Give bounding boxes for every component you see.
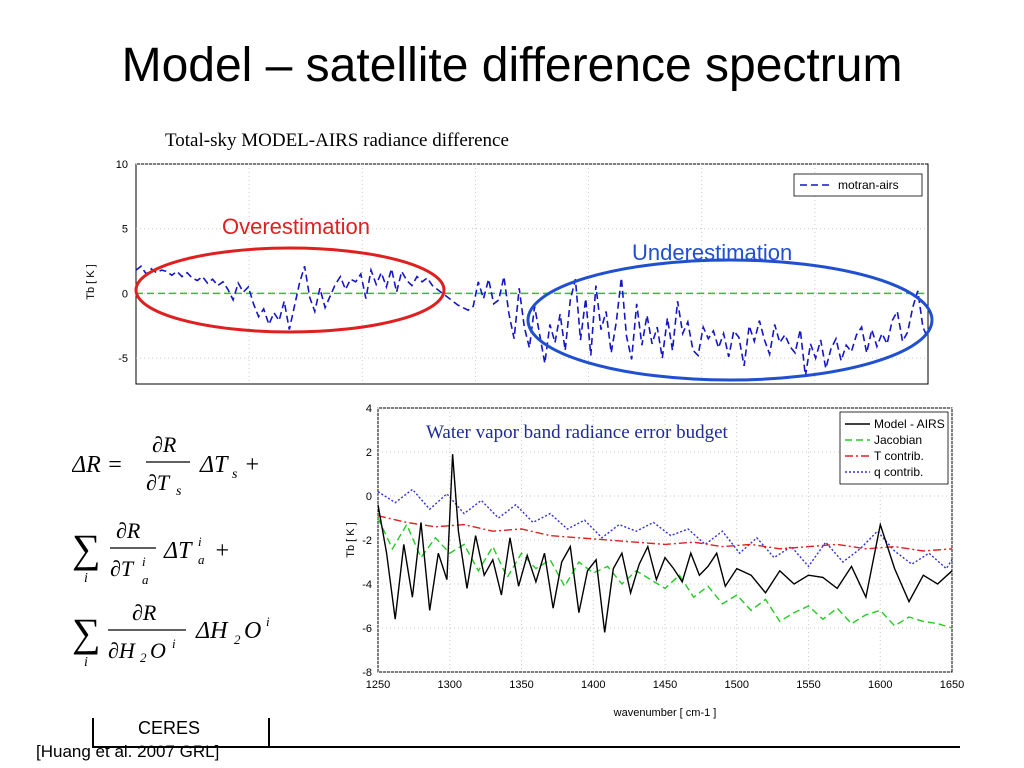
citation: [Huang et al. 2007 GRL]	[36, 742, 220, 761]
bottom-xtick-label: 1550	[796, 679, 820, 691]
svg-text:i: i	[84, 571, 88, 586]
svg-text:i: i	[172, 636, 176, 651]
svg-text:i: i	[84, 655, 88, 670]
svg-text:ΔR =: ΔR =	[72, 452, 123, 478]
footer-divider-left	[92, 718, 94, 746]
equation-line-3: ∑ i ∂R ∂H 2 O i ΔH 2 O i	[72, 600, 270, 670]
top-ytick-label: 10	[116, 159, 128, 171]
svg-text:ΔT: ΔT	[163, 538, 193, 564]
footer-divider-right	[268, 718, 270, 746]
underestimation-label: Underestimation	[632, 240, 793, 265]
top-ytick-label: 5	[122, 224, 128, 236]
bottom-legend-label: q contrib.	[874, 465, 923, 479]
bottom-series-line-1	[377, 517, 953, 629]
svg-text:+: +	[244, 452, 260, 478]
equation-line-1: ΔR = ∂R ∂T s ΔT s +	[71, 432, 260, 499]
svg-text:∂R: ∂R	[152, 432, 177, 457]
svg-text:2: 2	[234, 632, 241, 647]
svg-text:∂R: ∂R	[116, 518, 141, 543]
svg-text:s: s	[176, 484, 182, 499]
bottom-ytick-label: -4	[362, 579, 372, 591]
bottom-xtick-label: 1400	[581, 679, 605, 691]
bottom-ytick-label: -8	[362, 667, 372, 679]
ceres-label: CERES	[138, 718, 201, 738]
top-legend-label: motran-airs	[838, 178, 899, 192]
bottom-ylabel: Tb [ K ]	[345, 522, 357, 557]
equation-atmosphere-term: ∑ i ∂R ∂T i a ΔT i a +	[72, 514, 332, 594]
equation-surface-term: ΔR = ∂R ∂T s ΔT s +	[71, 430, 332, 500]
bottom-xtick-label: 1500	[725, 679, 749, 691]
svg-text:∂H: ∂H	[108, 638, 136, 663]
top-chart-panel: Total-sky MODEL-AIRS radiance difference…	[60, 120, 940, 388]
bottom-ytick-label: -2	[362, 535, 372, 547]
footer-bar	[92, 718, 962, 748]
svg-text:ΔT: ΔT	[199, 452, 229, 478]
top-chart: -5 0 5 10 Tb [ K ] motran-airs	[85, 159, 929, 385]
top-chart-title: Total-sky MODEL-AIRS radiance difference	[165, 130, 509, 151]
svg-text:∑: ∑	[72, 610, 101, 655]
bottom-series-line-0	[377, 454, 953, 633]
svg-text:a: a	[142, 572, 149, 587]
bottom-legend-label: Jacobian	[874, 433, 922, 447]
bottom-ytick-label: 4	[366, 403, 372, 415]
top-ytick-label: -5	[118, 353, 128, 365]
bottom-ytick-label: 0	[366, 491, 372, 503]
slide-title: Model – satellite difference spectrum	[121, 39, 903, 92]
svg-text:i: i	[142, 554, 146, 569]
svg-text:i: i	[266, 614, 270, 629]
bottom-xtick-label: 1250	[366, 679, 390, 691]
top-ytick-label: 0	[122, 288, 128, 300]
svg-text:s: s	[232, 467, 238, 482]
svg-text:ΔH: ΔH	[195, 618, 229, 644]
bottom-series-line-2	[377, 515, 953, 552]
svg-text:+: +	[214, 538, 230, 564]
bottom-series-line-3	[377, 488, 953, 570]
svg-text:a: a	[198, 552, 205, 567]
svg-text:∂T: ∂T	[110, 556, 135, 581]
svg-text:2: 2	[140, 650, 147, 665]
bottom-xtick-label: 1600	[868, 679, 892, 691]
svg-text:∂T: ∂T	[146, 470, 171, 495]
bottom-legend-label: T contrib.	[874, 449, 924, 463]
bottom-legend-label: Model - AIRS	[874, 417, 945, 431]
bottom-ytick-label: -6	[362, 623, 372, 635]
bottom-xtick-label: 1450	[653, 679, 677, 691]
equation-water-vapor-term: ∑ i ∂R ∂H 2 O i ΔH 2 O i	[72, 598, 332, 678]
bottom-ytick-label: 2	[366, 447, 372, 459]
bottom-chart: 1250 1300 1350 1400 1450 1500 1550 1600 1650 -8 -6…	[345, 403, 964, 719]
equation-line-2: ∑ i ∂R ∂T i a ΔT i a +	[72, 518, 230, 587]
top-ylabel: Tb [ K ]	[85, 264, 97, 299]
overestimation-label: Overestimation	[222, 214, 370, 239]
svg-text:O: O	[150, 638, 166, 663]
svg-text:O: O	[244, 618, 261, 644]
bottom-xtick-label: 1650	[940, 679, 964, 691]
bottom-chart-panel: 1250 1300 1350 1400 1450 1500 1550 1600 1650 -8 -6…	[342, 398, 972, 728]
footer-baseline	[92, 746, 960, 748]
svg-text:∂R: ∂R	[132, 600, 157, 625]
bottom-xtick-label: 1350	[509, 679, 533, 691]
bottom-xlabel: wavenumber [ cm-1 ]	[613, 707, 717, 719]
bottom-chart-title: Water vapor band radiance error budget	[426, 422, 728, 443]
top-legend-box	[793, 173, 923, 197]
svg-text:∑: ∑	[72, 526, 101, 571]
bottom-xtick-label: 1300	[438, 679, 462, 691]
svg-text:i: i	[198, 534, 202, 549]
